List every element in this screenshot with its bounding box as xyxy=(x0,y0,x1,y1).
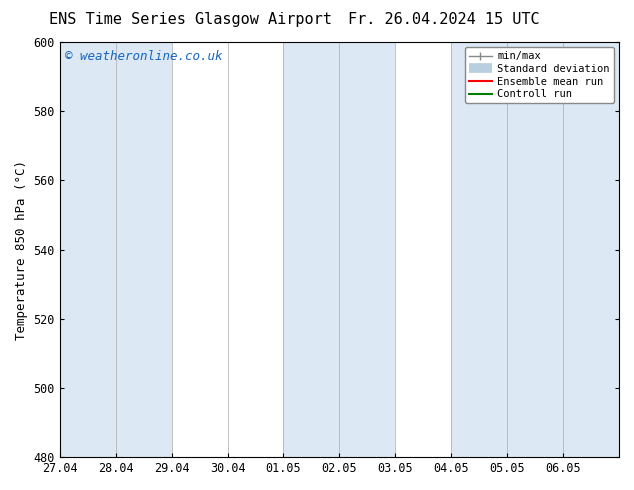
Text: Fr. 26.04.2024 15 UTC: Fr. 26.04.2024 15 UTC xyxy=(348,12,540,27)
Y-axis label: Temperature 850 hPa (°C): Temperature 850 hPa (°C) xyxy=(15,160,28,340)
Text: © weatheronline.co.uk: © weatheronline.co.uk xyxy=(65,50,223,63)
Legend: min/max, Standard deviation, Ensemble mean run, Controll run: min/max, Standard deviation, Ensemble me… xyxy=(465,47,614,103)
Bar xyxy=(451,42,563,457)
Bar xyxy=(563,42,619,457)
Text: ENS Time Series Glasgow Airport: ENS Time Series Glasgow Airport xyxy=(49,12,332,27)
Bar xyxy=(283,42,396,457)
Bar xyxy=(60,42,172,457)
